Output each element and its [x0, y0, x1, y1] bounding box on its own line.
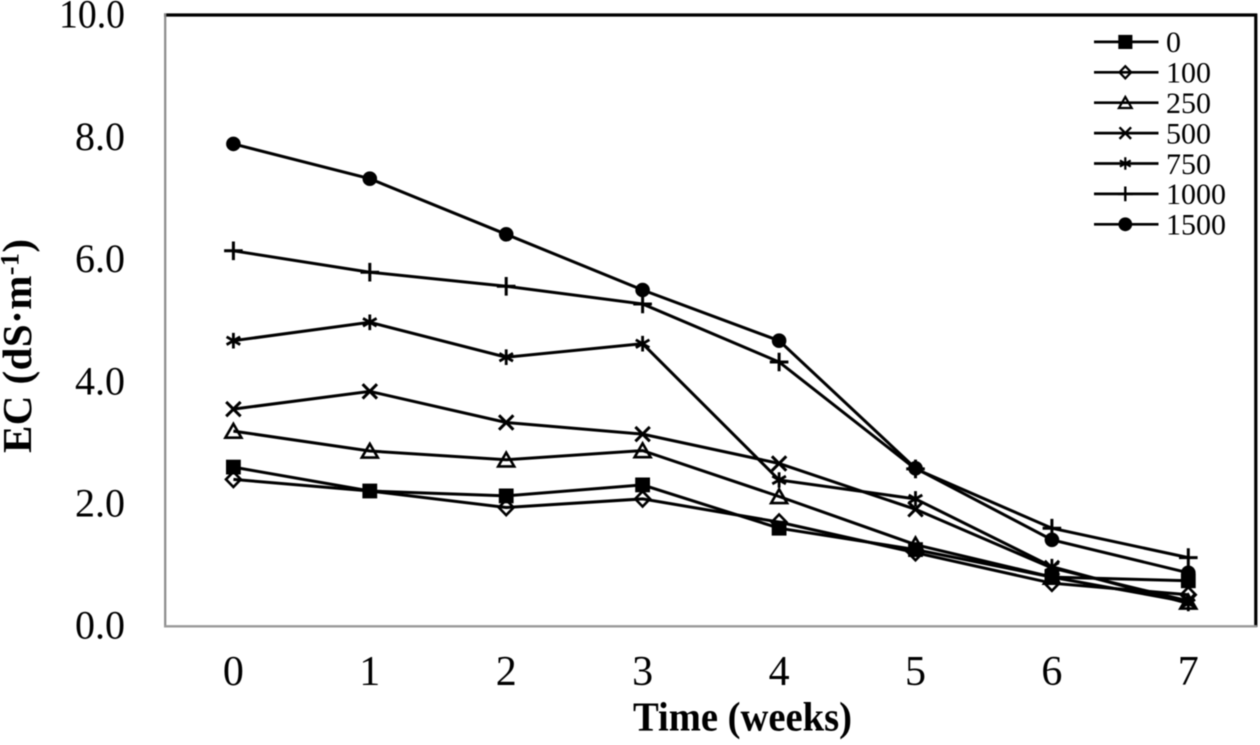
svg-text:8.0: 8.0 — [75, 114, 125, 159]
svg-text:2.0: 2.0 — [75, 481, 125, 526]
svg-text:4.0: 4.0 — [75, 358, 125, 403]
svg-text:Time (weeks): Time (weeks) — [633, 694, 852, 740]
svg-text:3: 3 — [632, 649, 653, 695]
svg-text:10.0: 10.0 — [59, 0, 125, 37]
svg-text:0: 0 — [223, 649, 244, 695]
svg-text:2: 2 — [496, 649, 517, 695]
svg-text:0: 0 — [1166, 26, 1181, 59]
svg-text:0.0: 0.0 — [75, 603, 125, 648]
svg-text:1500: 1500 — [1166, 209, 1226, 242]
svg-text:5: 5 — [905, 649, 926, 695]
svg-text:6.0: 6.0 — [75, 236, 125, 281]
svg-text:750: 750 — [1166, 148, 1211, 181]
svg-text:7: 7 — [1178, 649, 1199, 695]
svg-text:500: 500 — [1166, 117, 1211, 150]
svg-text:100: 100 — [1166, 57, 1211, 90]
svg-text:4: 4 — [769, 649, 790, 695]
svg-text:6: 6 — [1041, 649, 1062, 695]
svg-text:1: 1 — [359, 649, 380, 695]
svg-text:1000: 1000 — [1166, 178, 1226, 211]
svg-text:250: 250 — [1166, 87, 1211, 120]
